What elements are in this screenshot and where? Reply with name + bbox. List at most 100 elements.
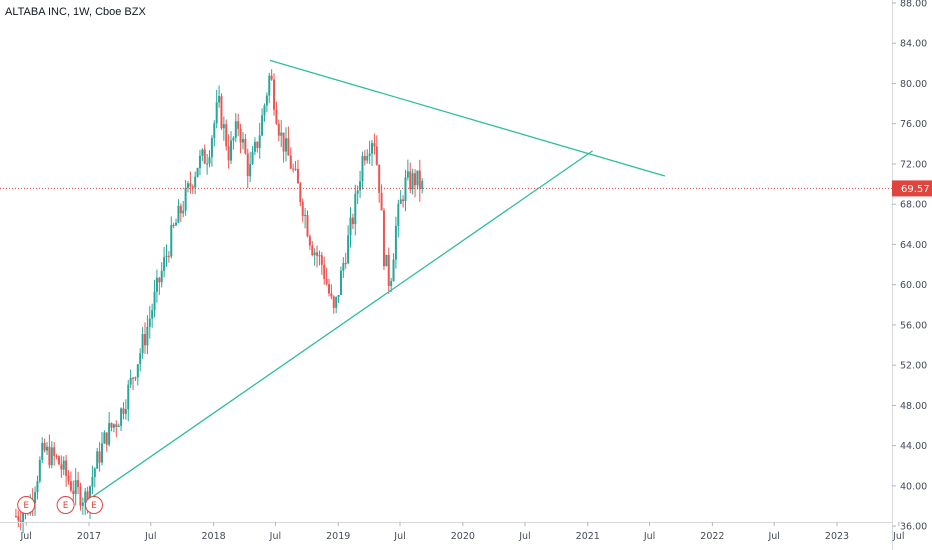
candle-body <box>110 423 113 428</box>
candle-body <box>284 138 287 152</box>
candle-body <box>112 424 115 428</box>
candle-body <box>184 187 187 211</box>
candle-body <box>232 137 235 141</box>
candle-body <box>304 214 307 216</box>
candle-body <box>93 468 96 478</box>
price-tick-label: 60.00 <box>900 280 927 291</box>
candle-body <box>191 186 194 188</box>
candle-body <box>153 291 156 311</box>
candle-body <box>84 491 87 503</box>
candle-body <box>218 96 221 103</box>
candle-body <box>155 277 158 292</box>
candle-body <box>366 155 369 161</box>
candle-body <box>43 442 46 451</box>
candle-body <box>421 180 424 189</box>
candle-body <box>387 254 390 286</box>
candle-body <box>134 377 137 379</box>
earnings-marker-1[interactable] <box>17 496 36 514</box>
candle-body <box>277 123 280 136</box>
price-tick-label: 84.00 <box>900 39 927 50</box>
candle-body <box>136 364 139 378</box>
candle-body <box>275 109 278 124</box>
candle-body <box>194 176 197 188</box>
candle-body <box>201 149 204 156</box>
price-tick-label: 44.00 <box>900 441 927 452</box>
candle-body <box>261 115 264 136</box>
candle-body <box>81 502 84 506</box>
earnings-marker-3[interactable] <box>85 496 103 514</box>
candle-body <box>308 236 311 246</box>
last-price-badge <box>892 180 932 197</box>
candle-body <box>143 334 146 346</box>
candle-body <box>323 264 326 280</box>
candle-body <box>392 259 395 282</box>
candle-body <box>77 480 80 487</box>
earnings-marker-label: E <box>63 501 69 511</box>
candle-body <box>265 95 268 106</box>
earnings-marker-2[interactable] <box>56 496 75 514</box>
candle-body <box>378 164 381 193</box>
candle-body <box>182 210 185 214</box>
candle-body <box>220 96 223 129</box>
candle-body <box>371 143 374 154</box>
candle-body <box>98 451 101 463</box>
candle-body <box>167 255 170 257</box>
candle-body <box>177 205 180 223</box>
candle-body <box>103 432 106 444</box>
candle-body <box>325 279 328 285</box>
candle-body <box>203 149 206 164</box>
candle-body <box>287 138 290 156</box>
candle-body <box>380 192 383 211</box>
candle-body <box>270 75 273 80</box>
candle-body <box>38 460 41 482</box>
price-tick-label: 36.00 <box>900 522 927 533</box>
candle-body <box>115 424 118 428</box>
trendlines-layer[interactable] <box>86 59 666 502</box>
candle-body <box>239 128 242 143</box>
candle-body <box>335 297 338 308</box>
candle-body <box>363 156 366 161</box>
candle-body <box>237 121 240 129</box>
candle-body <box>234 121 237 138</box>
time-axis[interactable]: Jul 2017 Jul 2018 Jul 2019 Jul 2020 Jul 2021 Jul 20… <box>0 522 905 542</box>
candle-body <box>359 181 362 191</box>
candle-body <box>151 310 154 319</box>
price-tick-label: 52.00 <box>900 361 927 372</box>
candle-body <box>96 451 99 469</box>
price-tick-label: 76.00 <box>900 119 927 130</box>
candle-body <box>390 281 393 286</box>
candle-body <box>337 294 340 298</box>
candle-body <box>105 432 108 445</box>
candle-body <box>411 173 414 190</box>
candle-body <box>208 157 211 164</box>
candle-body <box>175 222 178 226</box>
candle-body <box>354 193 357 225</box>
time-tick-label: Jul <box>269 531 281 542</box>
candle-body <box>165 255 168 258</box>
candle-body <box>213 123 216 139</box>
price-axis[interactable]: 88.00 84.00 80.00 76.00 72.00 68.00 64.00 60.00… <box>892 0 932 550</box>
candle-body <box>129 377 132 385</box>
candle-body <box>69 481 72 491</box>
chart-title: ALTABA INC, 1W, Cboe BZX <box>5 6 146 18</box>
candle-body <box>347 235 350 264</box>
candle-body <box>19 520 22 523</box>
price-tick-label: 88.00 <box>900 0 927 10</box>
candle-body <box>418 170 421 189</box>
time-tick-label: Jul <box>892 531 904 542</box>
candle-body <box>253 141 256 152</box>
candle-body <box>179 205 182 214</box>
candle-body <box>206 163 209 165</box>
candle-body <box>34 492 37 504</box>
trendline-2 <box>86 150 593 502</box>
candle-body <box>320 255 323 265</box>
candle-body <box>189 183 192 187</box>
time-tick-label: 2021 <box>576 531 600 542</box>
candle-body <box>416 170 419 186</box>
candle-body <box>404 177 407 202</box>
candle-body <box>402 199 405 202</box>
candle-body <box>301 201 304 216</box>
candle-body <box>311 245 314 256</box>
